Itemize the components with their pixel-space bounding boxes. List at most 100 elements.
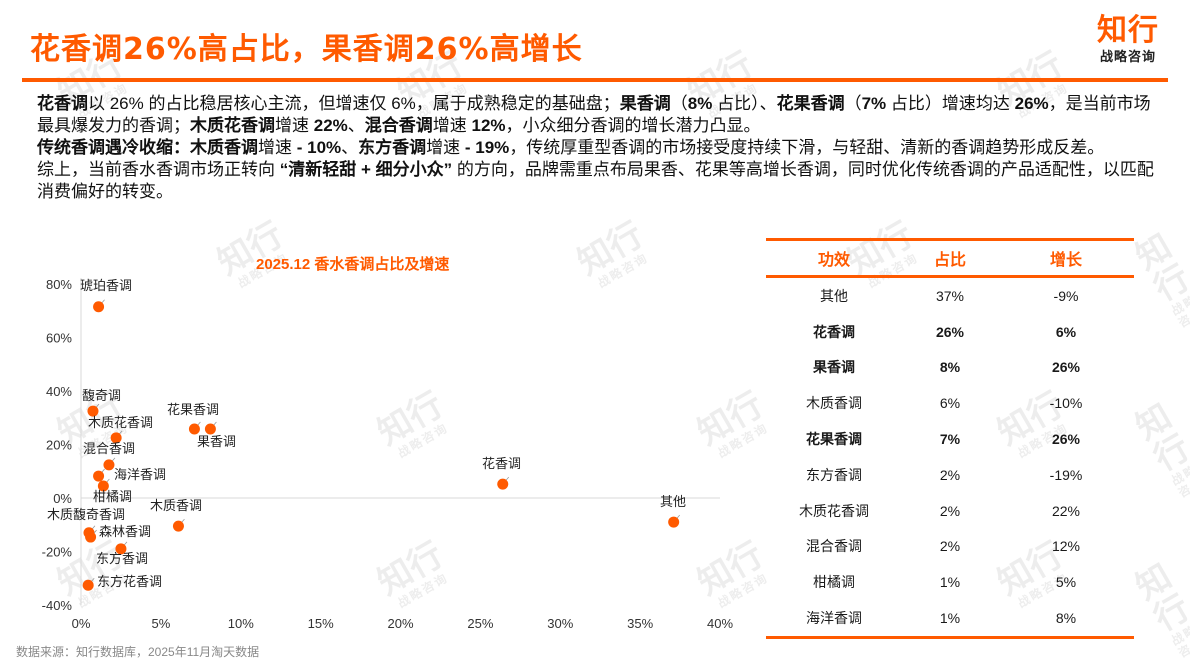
table-cell-type: 东方香调 bbox=[806, 466, 862, 483]
emphasis-text: - 10% bbox=[296, 138, 342, 157]
data-point bbox=[87, 405, 99, 417]
title-divider bbox=[22, 78, 1168, 82]
table-row: 木质花香调 2% 22% bbox=[766, 493, 1134, 529]
table-row: 东方香调 2% -19% bbox=[766, 457, 1134, 493]
brand-logo: 知行 战略咨询 bbox=[1088, 14, 1168, 66]
y-tick-label: 0% bbox=[53, 491, 72, 506]
watermark-sub: 战略咨询 bbox=[1168, 622, 1190, 661]
table-cell-share: 1% bbox=[939, 574, 961, 591]
data-point bbox=[668, 516, 680, 528]
table-cell-share: 7% bbox=[939, 431, 961, 448]
table-body: 其他 37% -9% 花香调 26% 6% 果香调 8% 26% 木质香调 6% -10% 花果香调 7%… bbox=[766, 278, 1134, 636]
table-row: 其他 37% -9% bbox=[766, 278, 1134, 314]
table-header-rule bbox=[766, 275, 1134, 278]
body-text: 增速 bbox=[258, 138, 297, 157]
emphasis-text: 7% bbox=[861, 94, 887, 113]
logo-sub-text: 战略咨询 bbox=[1099, 49, 1156, 64]
body-text: （ bbox=[670, 94, 688, 113]
table-cell-growth: -9% bbox=[1053, 287, 1079, 304]
table-cell-growth: -10% bbox=[1049, 395, 1083, 412]
table-row: 果香调 8% 26% bbox=[766, 350, 1134, 386]
data-point-label: 森林香调 bbox=[99, 525, 151, 540]
emphasis-text: 22% bbox=[313, 116, 348, 135]
data-point-label: 木质香调 bbox=[150, 499, 202, 514]
scatter-chart: 2025.12 香水香调占比及增速 -40% -20% 0% 20% 40% 60% 80%… bbox=[0, 240, 760, 640]
summary-text: 花香调以 26% 的占比稳居核心主流，但增速仅 6%，属于成熟稳定的基础盘；果香… bbox=[37, 93, 1157, 203]
table-cell-share: 37% bbox=[935, 287, 965, 304]
table-cell-share: 2% bbox=[939, 538, 961, 555]
table-cell-share: 26% bbox=[935, 323, 965, 340]
y-tick-label: -40% bbox=[42, 598, 73, 613]
data-point bbox=[497, 478, 509, 490]
x-tick-label: 20% bbox=[387, 616, 413, 631]
body-text: 占比）增速均达 bbox=[886, 94, 1015, 113]
body-text: 综上，当前香水香调市场正转向 bbox=[37, 160, 280, 179]
body-text: 、 bbox=[347, 116, 365, 135]
summary-paragraph-1: 花香调以 26% 的占比稳居核心主流，但增速仅 6%，属于成熟稳定的基础盘；果香… bbox=[37, 93, 1157, 137]
data-point bbox=[172, 520, 184, 532]
x-tick-label: 0% bbox=[72, 616, 91, 631]
table-row: 花香调 26% 6% bbox=[766, 314, 1134, 350]
body-text: 增速 bbox=[432, 116, 472, 135]
data-point bbox=[93, 301, 105, 313]
emphasis-text: 东方香调 bbox=[358, 138, 427, 157]
emphasis-text: 26% bbox=[1014, 94, 1049, 113]
x-tick-label: 40% bbox=[707, 616, 733, 631]
table-cell-growth: 22% bbox=[1051, 502, 1081, 519]
data-point bbox=[93, 470, 105, 482]
emphasis-text: 12% bbox=[471, 116, 506, 135]
body-text: ，传统厚重型香调的市场接受度持续下滑，与轻甜、清新的香调趋势形成反差。 bbox=[509, 138, 1105, 157]
emphasis-text: 传统香调遇冷收缩：木质香调 bbox=[37, 138, 258, 157]
chart-title: 2025.12 香水香调占比及增速 bbox=[256, 256, 450, 273]
emphasis-text: 果香调 bbox=[619, 94, 671, 113]
table-cell-type: 混合香调 bbox=[806, 538, 862, 555]
summary-paragraph-2: 传统香调遇冷收缩：木质香调增速 - 10%、东方香调增速 - 19%，传统厚重型… bbox=[37, 137, 1157, 159]
data-point-label: 混合香调 bbox=[83, 442, 135, 457]
table-cell-type: 木质香调 bbox=[806, 395, 862, 412]
x-tick-label: 10% bbox=[228, 616, 254, 631]
body-text: 的方向，品牌需重点布局果香、花果等高增长香调，同时优化传统香调的产品适配性，以匹… bbox=[37, 160, 1154, 201]
table-row: 柑橘调 1% 5% bbox=[766, 564, 1134, 600]
watermark-logo: 知行 战略咨询 bbox=[1128, 396, 1190, 504]
table-cell-type: 花香调 bbox=[813, 323, 855, 340]
data-point bbox=[103, 459, 115, 471]
table-cell-growth: 26% bbox=[1051, 359, 1081, 376]
table-cell-type: 果香调 bbox=[813, 359, 855, 376]
page-title: 花香调26%高占比，果香调26%高增长 bbox=[30, 32, 583, 67]
table-cell-type: 其他 bbox=[820, 287, 848, 304]
data-point-label: 东方香调 bbox=[96, 551, 148, 567]
fragrance-table: 功效 占比 增长 其他 37% -9% 花香调 26% 6% 果香调 8% 26% 木质香调 6% -… bbox=[766, 238, 1134, 639]
watermark-main: 知行 bbox=[1129, 396, 1190, 480]
emphasis-text: “清新轻甜 + 细分小众” bbox=[279, 160, 453, 179]
x-tick-label: 25% bbox=[467, 616, 493, 631]
data-point-label: 木质花香调 bbox=[88, 415, 153, 431]
table-row: 混合香调 2% 12% bbox=[766, 529, 1134, 565]
y-tick-label: 40% bbox=[46, 384, 72, 399]
data-point bbox=[82, 579, 94, 591]
data-point bbox=[188, 423, 200, 435]
y-tick-label: -20% bbox=[42, 545, 73, 560]
data-source-note: 数据来源：知行数据库，2025年11月淘天数据 bbox=[16, 645, 260, 659]
data-point bbox=[204, 423, 216, 435]
y-tick-label: 20% bbox=[46, 438, 72, 453]
watermark-sub: 战略咨询 bbox=[1168, 292, 1190, 331]
table-cell-growth: 26% bbox=[1051, 431, 1081, 448]
body-text: 占比）、 bbox=[712, 94, 777, 113]
data-point bbox=[85, 531, 97, 543]
body-text: 增速 bbox=[275, 116, 314, 135]
emphasis-text: - 19% bbox=[464, 138, 510, 157]
table-row: 海洋香调 1% 8% bbox=[766, 600, 1134, 636]
watermark-logo: 知行 战略咨询 bbox=[1128, 226, 1190, 334]
x-tick-label: 5% bbox=[151, 616, 170, 631]
watermark-logo: 知行 战略咨询 bbox=[1128, 556, 1190, 664]
data-point-label: 柑橘调 bbox=[93, 489, 132, 505]
data-point-label: 果香调 bbox=[197, 435, 236, 450]
summary-paragraph-3: 综上，当前香水香调市场正转向 “清新轻甜 + 细分小众” 的方向，品牌需重点布局… bbox=[37, 159, 1157, 203]
body-text: 增速 bbox=[426, 138, 465, 157]
table-cell-type: 木质花香调 bbox=[799, 502, 869, 519]
x-tick-label: 30% bbox=[547, 616, 573, 631]
table-bottom-rule bbox=[766, 635, 1134, 639]
body-text: 以 26% 的占比稳居核心主流，但增速仅 6%，属于成熟稳定的基础盘； bbox=[88, 94, 620, 113]
body-text: 、 bbox=[341, 138, 359, 157]
emphasis-text: 木质花香调 bbox=[190, 116, 275, 135]
